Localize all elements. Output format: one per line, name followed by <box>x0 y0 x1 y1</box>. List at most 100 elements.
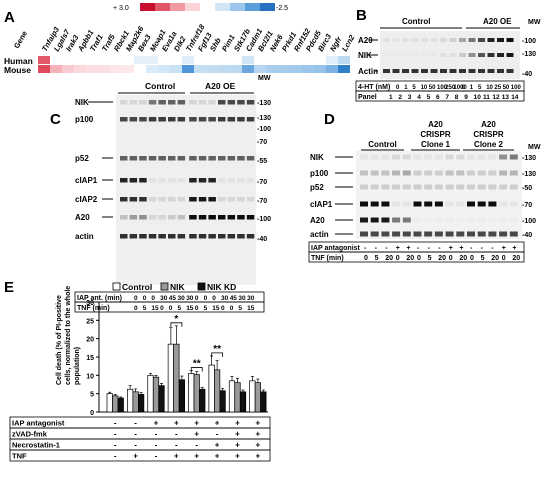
band-ciap2 <box>198 197 207 202</box>
tnf-value-d: 0 <box>470 255 474 262</box>
band-nik <box>360 154 368 160</box>
cond-value-b: 1 <box>470 85 474 91</box>
band-a20 <box>499 218 507 223</box>
band-p52 <box>499 184 508 190</box>
tnf-value-c: 0 <box>195 305 199 312</box>
band-nik <box>431 53 438 57</box>
cond-value-b: 10 <box>421 85 428 91</box>
band-p100 <box>445 170 454 176</box>
band-a20 <box>237 215 245 220</box>
band-p52 <box>237 156 245 161</box>
band-a20 <box>468 38 476 42</box>
band-ciap1 <box>177 178 186 183</box>
band-a20 <box>478 218 486 223</box>
bar-nik <box>112 395 119 413</box>
bar-nik-kd <box>117 397 124 413</box>
condition-value: - <box>134 430 137 439</box>
gene-labels: Tnfaip3Lgals7Irak3Apbb1Traf1Traf5Rbck1Ma… <box>40 22 357 54</box>
group-label-a20-oe-c: A20 OE <box>205 81 236 91</box>
tnf-value-d: 0 <box>502 255 506 262</box>
band-ciap1 <box>509 201 518 207</box>
heat-cell-human <box>50 56 62 64</box>
bar-nik <box>234 382 241 413</box>
mw-marker-c: -100 <box>257 126 271 133</box>
panel-number-b: 2 <box>398 94 402 101</box>
band-p52 <box>227 156 236 161</box>
band-nik <box>421 53 428 57</box>
condition-value: + <box>194 452 199 461</box>
significance-marks: ***** <box>170 314 224 372</box>
band-a20 <box>381 217 390 223</box>
scale-positive-label: + 3.0 <box>113 5 129 12</box>
band-ciap1 <box>158 178 166 183</box>
row-label-actin: actin <box>310 230 329 239</box>
tnf-value-d: 5 <box>375 255 379 262</box>
mw-marker-c: -70 <box>257 198 267 205</box>
y-tick-label: 0 <box>90 410 94 417</box>
gene-label: Lcn2 <box>340 33 357 53</box>
condition-label: zVAD-fmk <box>12 430 48 439</box>
cond-value-b: 25 <box>494 85 501 91</box>
panel-number-b: 9 <box>464 94 468 101</box>
group-label-d-line: Clone 2 <box>474 140 503 149</box>
band-a20 <box>446 218 454 223</box>
blot-image-c <box>116 95 256 285</box>
bar-control <box>249 380 256 413</box>
row-label-ciap1: cIAP1 <box>75 176 98 185</box>
band-nik <box>456 154 465 160</box>
band-a20 <box>370 217 379 223</box>
cond-value-b: 5 <box>478 85 482 91</box>
panel-a: A + 3.0 -2.5 Gene Human Mouse Tnfaip3Lga… <box>4 3 357 75</box>
band-a20 <box>246 215 255 220</box>
tnf-value-c: 0 <box>221 305 225 312</box>
scale-swatch <box>185 3 200 11</box>
band-actin <box>468 69 476 73</box>
heat-cell-mouse <box>338 65 350 73</box>
row-label-p100: p100 <box>75 115 94 124</box>
group-label-d-line: CRISPR <box>473 130 503 139</box>
band-nik <box>506 53 514 57</box>
band-actin <box>402 231 411 237</box>
legend-label: NIK KD <box>207 282 236 292</box>
group-label-control: Control <box>402 17 430 26</box>
iap-label-c: IAP ant. (min) <box>77 295 122 302</box>
iap-value-c: 30 <box>221 295 229 302</box>
sig-bracket <box>170 322 183 327</box>
band-ciap1 <box>499 201 508 207</box>
scale-swatch <box>155 3 170 11</box>
heatmap <box>38 56 350 73</box>
band-actin <box>246 234 255 239</box>
band-nik <box>177 100 186 105</box>
heat-cell-mouse <box>242 65 254 73</box>
bar-control <box>188 373 195 413</box>
chart-legend: Control NIK NIK KD <box>112 282 236 292</box>
band-a20 <box>360 217 368 223</box>
row-labels-c: NIK p100 p52 cIAP1 cIAP2 A20 actin -130 -130 -100… <box>75 98 271 243</box>
heat-cell-human <box>62 56 74 64</box>
row-label-nik: NIK <box>75 98 89 107</box>
band-nik <box>424 154 433 160</box>
band-ciap2 <box>246 197 255 202</box>
tnf-value-d: 20 <box>512 255 520 262</box>
scale-swatch <box>215 3 230 11</box>
band-nik <box>478 53 485 57</box>
band-p100 <box>413 170 422 176</box>
band-actin <box>421 69 428 73</box>
y-tick-label: 20 <box>86 337 94 344</box>
bar-nik <box>214 369 221 413</box>
heat-cell-mouse <box>326 65 338 73</box>
condition-value: + <box>235 430 240 439</box>
heat-cell-mouse <box>38 65 50 73</box>
band-actin <box>168 234 176 239</box>
band-actin <box>383 69 390 73</box>
band-ciap1 <box>381 201 390 207</box>
condition-value: - <box>114 441 117 450</box>
panel-label-a: A <box>4 9 15 26</box>
bar-control <box>167 343 174 413</box>
tnf-value-c: 15 <box>151 305 159 312</box>
band-p100 <box>246 117 255 122</box>
heat-cell-mouse <box>50 65 62 73</box>
band-a20 <box>456 218 464 223</box>
heat-cell-human <box>326 56 338 64</box>
band-ciap1 <box>467 201 475 207</box>
